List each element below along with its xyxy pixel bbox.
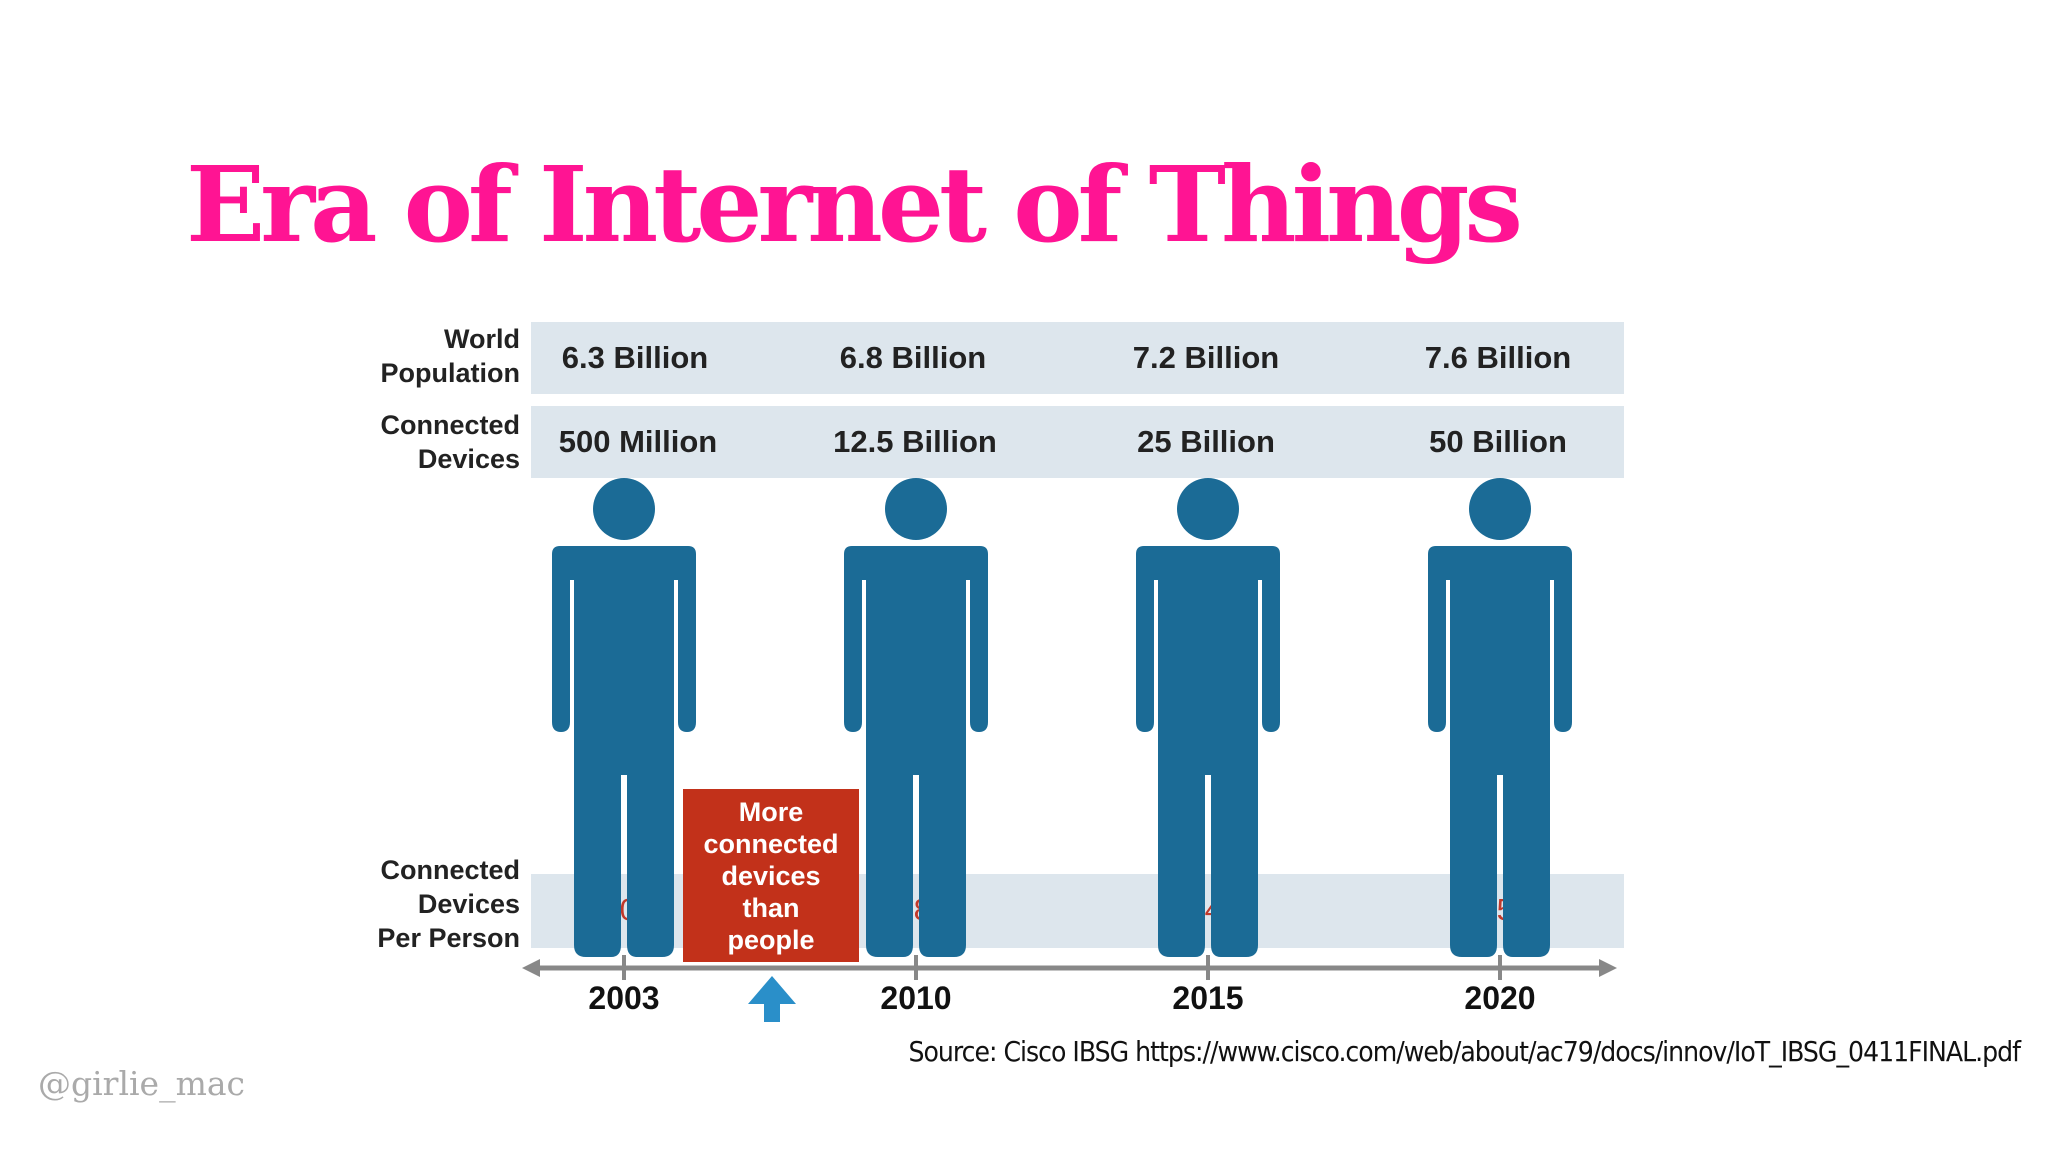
label-devices-per-person: Connected Devices Per Person bbox=[350, 853, 520, 955]
person-icon bbox=[552, 478, 696, 957]
devices-band bbox=[531, 406, 1624, 478]
up-arrow-icon bbox=[748, 976, 796, 1022]
devices-2003: 500 Million bbox=[558, 424, 718, 459]
callout-line: devices bbox=[721, 860, 821, 891]
source-citation: Source: Cisco IBSG https://www.cisco.com… bbox=[908, 1035, 2021, 1068]
label-connected-devices: Connected Devices bbox=[350, 408, 520, 476]
year-2015: 2015 bbox=[1172, 980, 1244, 1016]
label-line: Per Person bbox=[377, 923, 520, 953]
label-line: Devices bbox=[417, 889, 520, 919]
population-2015: 7.2 Billion bbox=[1132, 340, 1280, 375]
label-line: Population bbox=[380, 358, 520, 388]
label-world-population: World Population bbox=[350, 322, 520, 390]
population-2020: 7.6 Billion bbox=[1424, 340, 1572, 375]
person-icon bbox=[844, 478, 988, 957]
person-icon bbox=[1428, 478, 1572, 957]
devices-2015: 25 Billion bbox=[1137, 424, 1275, 459]
year-2003: 2003 bbox=[588, 980, 660, 1016]
year-2010: 2010 bbox=[880, 980, 952, 1016]
callout-line: connected bbox=[703, 828, 839, 859]
population-2003: 6.3 Billion bbox=[561, 340, 709, 375]
callout-line: people bbox=[727, 924, 815, 955]
label-line: World bbox=[444, 324, 520, 354]
devices-2020: 50 Billion bbox=[1429, 424, 1567, 459]
timeline-axis bbox=[522, 955, 1617, 980]
population-2010: 6.8 Billion bbox=[839, 340, 987, 375]
label-line: Connected bbox=[380, 410, 520, 440]
callout-line: More bbox=[738, 796, 804, 827]
callout-more-devices-than-people: More connected devices than people bbox=[683, 789, 859, 962]
year-2020: 2020 bbox=[1464, 980, 1536, 1016]
slide-title: Era of Internet of Things bbox=[186, 143, 1523, 266]
person-icon bbox=[1136, 478, 1280, 957]
label-line: Connected bbox=[380, 855, 520, 885]
callout-line: than bbox=[742, 892, 800, 923]
label-line: Devices bbox=[417, 444, 520, 474]
devices-2010: 12.5 Billion bbox=[833, 424, 997, 459]
author-handle: @girlie_mac bbox=[38, 1064, 246, 1103]
population-band bbox=[531, 322, 1624, 394]
